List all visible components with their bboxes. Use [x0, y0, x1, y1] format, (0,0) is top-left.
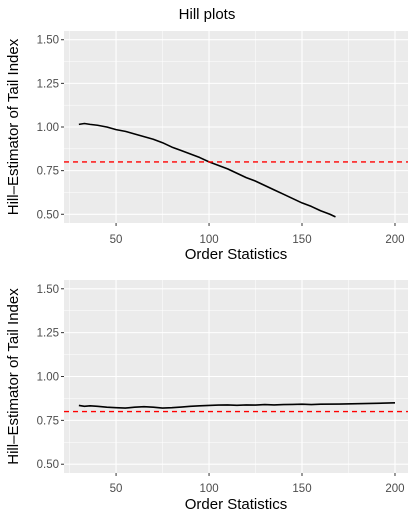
y-tick-label: 0.75 [37, 415, 59, 427]
x-tick-label: 150 [292, 234, 311, 246]
hill-estimator-line [78, 402, 396, 409]
y-tick-label: 0.75 [37, 166, 59, 178]
y-tick-label: 1.25 [37, 328, 59, 340]
y-tick-label: 0.50 [37, 209, 59, 221]
x-tick-label: 50 [110, 483, 123, 495]
hill-plot-panels: 50 100 150 200 0.50 0.75 1.00 1.25 1.50 Order Sta… [5, 31, 408, 513]
hill-estimator-line [78, 122, 336, 218]
y-axis-title: Hill–Estimator of Tail Index [5, 288, 22, 465]
figure-title: Hill plots [179, 6, 236, 23]
y-tick-label: 1.00 [37, 122, 59, 134]
x-tick-label: 50 [110, 234, 123, 246]
x-tick-label: 150 [292, 483, 311, 495]
y-tick-label: 1.50 [37, 284, 59, 296]
y-tick-label: 1.50 [37, 35, 59, 47]
x-tick-label: 200 [385, 234, 404, 246]
x-axis-title: Order Statistics [185, 496, 288, 513]
x-tick-label: 200 [385, 483, 404, 495]
x-axis-title: Order Statistics [185, 246, 288, 263]
hill-plot-panel-2: 50 100 150 200 0.50 0.75 1.00 1.25 1.50 Order Sta… [5, 280, 408, 513]
x-tick-label: 100 [199, 234, 218, 246]
y-tick-label: 1.00 [37, 372, 59, 384]
y-tick-label: 0.50 [37, 459, 59, 471]
y-tick-label: 1.25 [37, 78, 59, 90]
y-axis-title: Hill–Estimator of Tail Index [5, 38, 22, 215]
x-tick-label: 100 [199, 483, 218, 495]
hill-plot-panel-1: 50 100 150 200 0.50 0.75 1.00 1.25 1.50 Order Sta… [5, 31, 408, 263]
